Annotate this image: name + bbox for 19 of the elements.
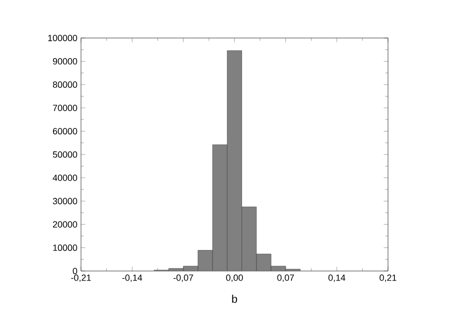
y-tick-label: 50000 <box>52 151 78 158</box>
y-tick-label: 80000 <box>52 81 78 88</box>
x-tick-label: 0,00 <box>226 274 243 282</box>
y-tick-label: 30000 <box>52 198 78 204</box>
x-tick-label: -0,14 <box>122 274 142 282</box>
y-tick-label: 100000 <box>48 34 78 42</box>
y-tick-label: 60000 <box>53 128 78 134</box>
y-tick-label: 90000 <box>52 58 78 64</box>
y-tick-label: 70000 <box>53 104 78 112</box>
x-tick-label: 0,07 <box>277 274 294 282</box>
x-tick-label: 0,14 <box>328 274 346 282</box>
y-tick-label: 0 <box>72 268 78 274</box>
x-axis-title: b <box>232 294 238 303</box>
y-tick-label: 40000 <box>52 174 78 181</box>
x-tick-label: -0,21 <box>71 274 91 282</box>
x-tick-label: -0,07 <box>174 274 194 282</box>
x-tick-label: 0,21 <box>380 274 396 282</box>
y-tick-label: 10000 <box>53 244 78 251</box>
y-tick-label: 20000 <box>53 221 78 228</box>
